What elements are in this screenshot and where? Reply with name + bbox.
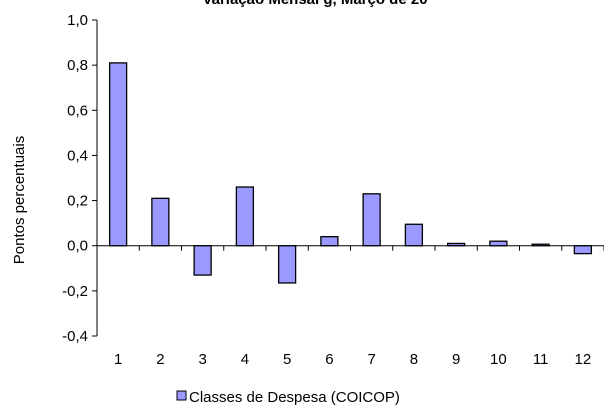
x-tick-label: 11 <box>533 351 549 368</box>
y-tick-label: -0,4 <box>62 328 88 345</box>
bar-8 <box>404 223 424 247</box>
legend: Classes de Despesa (COICOP) <box>176 389 400 406</box>
y-tick-label: 0,8 <box>67 57 88 74</box>
x-axis: 1 2 3 4 5 6 7 8 9 10 11 12 <box>96 245 604 368</box>
bar-1 <box>108 62 128 247</box>
y-tick-label: 0,0 <box>67 238 88 255</box>
x-tick-label: 3 <box>198 351 206 368</box>
bars-group <box>108 62 593 284</box>
y-tick-label: 0,6 <box>67 102 88 119</box>
x-tick-label: 7 <box>367 351 375 368</box>
bar-3 <box>193 245 212 276</box>
x-tick-label: 1 <box>114 351 122 368</box>
x-tick-label: 8 <box>410 351 418 368</box>
bar-11 <box>531 243 550 247</box>
y-tick-label: 0,4 <box>67 147 88 164</box>
y-axis-title: Pontos percentuais <box>11 136 28 264</box>
bar-2 <box>151 197 170 247</box>
bar-6 <box>320 236 339 247</box>
legend-swatch <box>176 390 187 401</box>
bar-7 <box>362 193 381 247</box>
chart-title: Variação Mensal g, Março de 20 <box>202 0 427 8</box>
x-tick-label: 2 <box>156 351 164 368</box>
bar-5 <box>277 245 297 284</box>
x-tick-label: 6 <box>325 351 333 368</box>
bar-9 <box>446 242 466 247</box>
y-tick-label: 1,0 <box>67 12 88 29</box>
y-axis: -0,4 -0,2 0,0 0,2 0,4 0,6 0,8 1,0 <box>62 12 98 345</box>
bar-10 <box>489 240 508 247</box>
bar-12 <box>573 245 593 255</box>
legend-label: Classes de Despesa (COICOP) <box>189 389 400 406</box>
x-tick-label: 12 <box>575 351 592 368</box>
y-tick-label: -0,2 <box>62 283 88 300</box>
x-tick-label: 9 <box>452 351 460 368</box>
bar-4 <box>235 186 255 247</box>
y-tick-label: 0,2 <box>67 193 88 210</box>
x-tick-label: 4 <box>241 351 249 368</box>
x-tick-label: 10 <box>490 351 507 368</box>
x-tick-label: 5 <box>283 351 291 368</box>
